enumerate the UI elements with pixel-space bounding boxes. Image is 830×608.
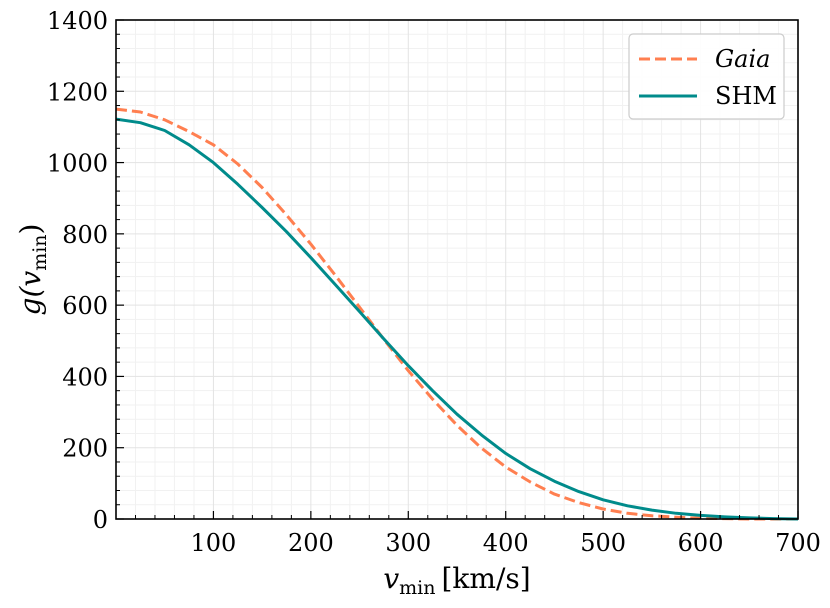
y-tick-label: 1400 (47, 7, 108, 35)
grid (116, 19, 799, 520)
x-axis-label-sub: min (399, 577, 435, 599)
y-axis-label-main: g(v (14, 271, 47, 316)
x-tick-label: 300 (385, 529, 431, 557)
y-tick-label: 800 (62, 221, 108, 249)
y-tick-label: 200 (62, 435, 108, 463)
x-axis-label-unit: [km/s] (442, 562, 531, 595)
y-axis-label-sub: min (29, 234, 51, 270)
y-axis-label: g(vmin) (14, 224, 51, 316)
legend-label-gaia: Gaia (715, 45, 770, 73)
series-line-shm (115, 117, 799, 521)
legend: Gaia SHM (628, 33, 785, 120)
legend-box (628, 33, 785, 120)
x-tick-label: 500 (580, 529, 626, 557)
x-tick-label: 600 (678, 529, 724, 557)
ticks (116, 19, 799, 520)
x-tick-label: 200 (288, 529, 334, 557)
x-tick-label: 700 (775, 529, 821, 557)
y-tick-label: 600 (62, 292, 108, 320)
y-axis-label-close: ) (14, 224, 47, 235)
tick-labels: 100 200 300 400 500 600 700 0 200 400 600 800 1000 12… (47, 7, 821, 557)
series-group (115, 107, 799, 521)
y-tick-label: 400 (62, 363, 108, 391)
x-axis-label-main: v (383, 562, 399, 595)
x-tick-label: 100 (191, 529, 237, 557)
series-line-gaia (115, 107, 798, 521)
y-tick-label: 1000 (47, 150, 108, 178)
plot-frame (115, 19, 799, 520)
legend-label-shm: SHM (715, 82, 777, 110)
x-axis-label: vmin [km/s] (383, 562, 530, 599)
x-tick-label: 400 (483, 529, 529, 557)
y-tick-label: 0 (93, 506, 108, 534)
y-tick-label: 1200 (47, 78, 108, 106)
